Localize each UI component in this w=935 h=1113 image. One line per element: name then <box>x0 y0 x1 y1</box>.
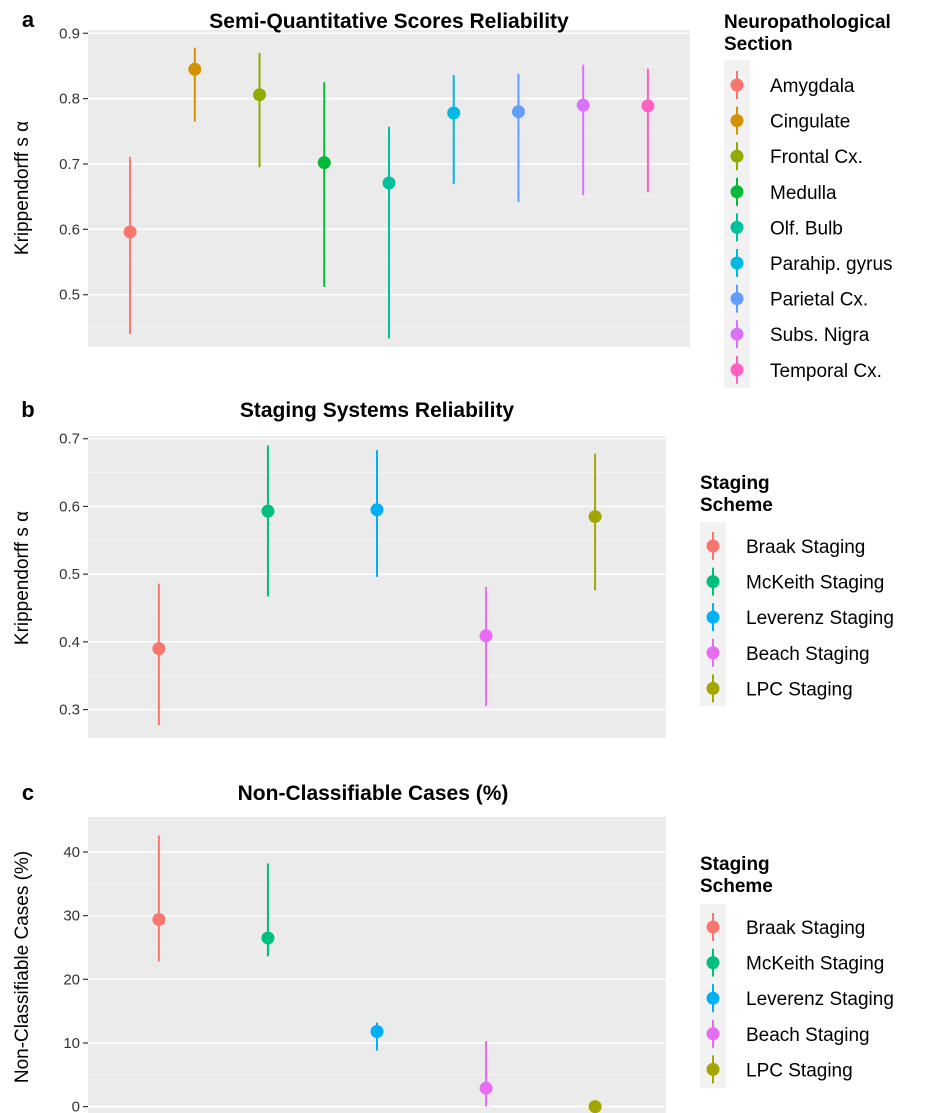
chart-title: Semi-Quantitative Scores Reliability <box>209 10 569 33</box>
y-tick-label: 0.6 <box>59 498 80 515</box>
legend-label: LPC Staging <box>746 1060 853 1081</box>
data-point-frontal-cx <box>253 88 267 102</box>
legend-key-point <box>706 1027 720 1041</box>
legend-label: Olf. Bulb <box>770 218 843 239</box>
legend-key-point <box>730 220 744 234</box>
legend-label: Temporal Cx. <box>770 361 882 382</box>
legend-label: Subs. Nigra <box>770 325 870 346</box>
data-point-beach-staging <box>479 1081 493 1095</box>
y-tick-label: 0.7 <box>59 156 80 173</box>
legend-label: LPC Staging <box>746 679 853 700</box>
legend-label: Cingulate <box>770 112 850 133</box>
legend-label: Parietal Cx. <box>770 290 868 311</box>
y-tick-label: 0.6 <box>59 221 80 238</box>
y-tick-label: 0.5 <box>59 287 80 304</box>
data-point-leverenz-staging <box>370 503 384 517</box>
data-point-lpc-staging <box>588 510 602 524</box>
y-tick-label: 20 <box>63 971 80 988</box>
legend-key-point <box>730 256 744 270</box>
data-point-beach-staging <box>479 629 493 643</box>
legend-label: Leverenz Staging <box>746 608 894 629</box>
legend-key-point <box>706 646 720 660</box>
data-point-olf-bulb <box>382 176 396 190</box>
panel-a: 0.5 0.6 0.7 0.8 0.9 a Semi-Quantitative Scores… <box>12 7 893 388</box>
chart-title: Non-Classifiable Cases (%) <box>238 782 509 805</box>
panel-b: 0.3 0.4 0.5 0.6 0.7 b Staging Systems Reliabil… <box>12 397 894 738</box>
data-point-braak-staging <box>152 912 166 926</box>
legend-key-point <box>706 956 720 970</box>
y-axis-label: Krippendorff s α <box>12 121 33 255</box>
y-axis-label: Krippendorff s α <box>12 511 33 645</box>
y-tick-label: 30 <box>63 908 80 925</box>
legend-label: Leverenz Staging <box>746 989 894 1010</box>
legend-key-point <box>730 363 744 377</box>
data-point-leverenz-staging <box>370 1025 384 1039</box>
legend-key-point <box>706 681 720 695</box>
panel-letter: a <box>22 7 35 32</box>
legend-label: Beach Staging <box>746 644 870 665</box>
data-point-braak-staging <box>152 642 166 656</box>
legend-label: Amygdala <box>770 76 855 97</box>
legend-key-point <box>730 78 744 92</box>
data-point-temporal-cx <box>641 99 655 113</box>
data-point-parahip-gyrus <box>447 106 461 120</box>
legend-label: Braak Staging <box>746 537 865 558</box>
panel-c: 0 10 20 30 40 c Non-Classifiable Cases (%) Non-… <box>12 780 894 1113</box>
data-point-parietal-cx <box>511 105 525 119</box>
legend-label: Medulla <box>770 183 837 204</box>
panel-letter: c <box>22 780 34 805</box>
legend-key-point <box>706 539 720 553</box>
data-point-subs-nigra <box>576 98 590 112</box>
legend-label: McKeith Staging <box>746 573 884 594</box>
legend-label: McKeith Staging <box>746 954 884 975</box>
y-tick-label: 10 <box>63 1035 80 1052</box>
data-point-mckeith-staging <box>261 504 275 518</box>
data-point-mckeith-staging <box>261 931 275 945</box>
legend-key-point <box>706 1062 720 1076</box>
y-tick-label: 0.8 <box>59 91 80 108</box>
legend-key-point <box>730 149 744 163</box>
legend-key-point <box>706 610 720 624</box>
y-tick-label: 0.4 <box>59 634 80 651</box>
y-tick-label: 0.3 <box>59 702 80 719</box>
legend-title: Neuropathological <box>724 12 891 33</box>
legend-key-point <box>730 114 744 128</box>
y-tick-label: 0.5 <box>59 566 80 583</box>
legend-title: Staging <box>700 473 770 494</box>
legend-key-point <box>706 920 720 934</box>
legend-title: Section <box>724 34 793 55</box>
panel-letter: b <box>21 397 34 422</box>
y-tick-label: 40 <box>63 844 80 861</box>
legend-label: Braak Staging <box>746 918 865 939</box>
data-point-lpc-staging <box>588 1100 602 1113</box>
plot-background <box>88 817 666 1113</box>
chart-title: Staging Systems Reliability <box>240 399 515 422</box>
y-tick-label: 0.9 <box>59 25 80 42</box>
legend-label: Beach Staging <box>746 1025 870 1046</box>
legend-key-point <box>730 327 744 341</box>
legend-key-point <box>706 575 720 589</box>
legend-key-point <box>730 185 744 199</box>
data-point-medulla <box>317 156 331 170</box>
legend-title: Scheme <box>700 495 773 516</box>
legend-title: Scheme <box>700 876 773 897</box>
y-tick-label: 0 <box>72 1099 80 1113</box>
legend-label: Frontal Cx. <box>770 147 863 168</box>
y-axis-label: Non-Classifiable Cases (%) <box>12 851 33 1083</box>
legend-key-point <box>706 991 720 1005</box>
legend-key-point <box>730 292 744 306</box>
legend-title: Staging <box>700 854 770 875</box>
data-point-cingulate <box>188 62 202 76</box>
legend-label: Parahip. gyrus <box>770 254 893 275</box>
y-tick-label: 0.7 <box>59 431 80 448</box>
data-point-amygdala <box>123 225 137 239</box>
